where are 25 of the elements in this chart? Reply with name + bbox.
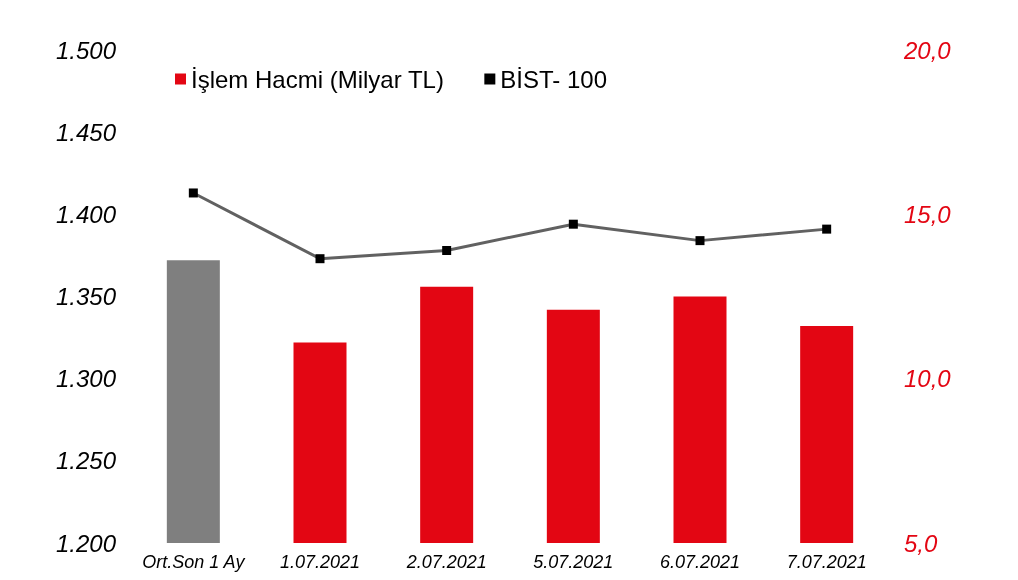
legend-label: İşlem Hacmi (Milyar TL) bbox=[191, 65, 444, 93]
y-tick-label: 1.200 bbox=[55, 529, 117, 557]
x-tick-label: 5.07.2021 bbox=[533, 552, 614, 572]
point bbox=[442, 245, 452, 255]
y-tick-label: 1.350 bbox=[55, 283, 117, 310]
y-tick-label: 1.250 bbox=[55, 447, 117, 475]
y2-tick-label: 20,0 bbox=[903, 36, 952, 64]
x-tick-label: Ort.Son 1 Ay bbox=[142, 552, 246, 572]
legend-label: BİST- 100 bbox=[500, 65, 608, 93]
point bbox=[822, 224, 832, 234]
y2-tick-label: 10,0 bbox=[904, 365, 952, 393]
x-tick-label: 7.07.2021 bbox=[786, 552, 867, 572]
x-tick-label: 1.07.2021 bbox=[279, 552, 361, 572]
y-tick-label: 1.400 bbox=[55, 200, 117, 228]
point bbox=[315, 254, 325, 264]
point bbox=[568, 219, 578, 229]
y2-tick-label: 15,0 bbox=[904, 200, 952, 228]
y-tick-label: 1.300 bbox=[55, 365, 117, 393]
y2-tick-label: 5,0 bbox=[904, 529, 939, 557]
point bbox=[695, 236, 705, 246]
y-tick-label: 1.500 bbox=[55, 36, 117, 64]
y-tick-label: 1.450 bbox=[55, 118, 117, 146]
x-tick-label: 6.07.2021 bbox=[659, 552, 741, 572]
point bbox=[188, 188, 198, 198]
x-tick-label: 2.07.2021 bbox=[405, 552, 487, 572]
